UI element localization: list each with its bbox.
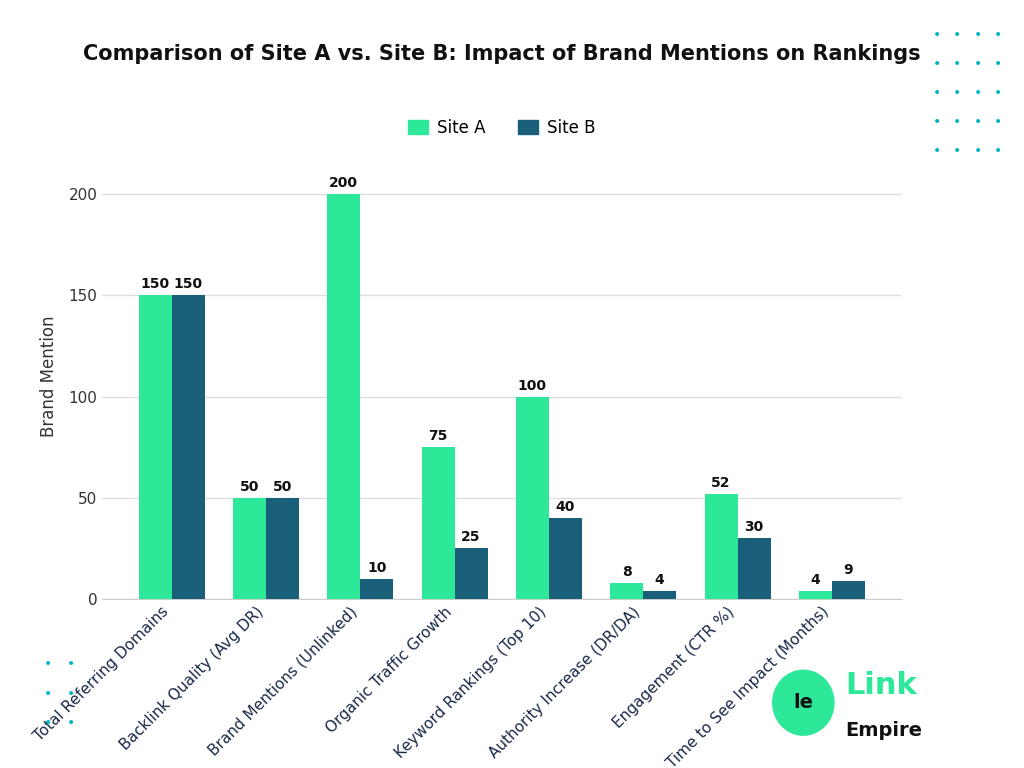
Bar bbox=[233, 498, 266, 599]
Text: •: • bbox=[933, 144, 941, 158]
Text: •: • bbox=[44, 657, 52, 671]
Text: •: • bbox=[953, 57, 962, 71]
Text: 50: 50 bbox=[272, 480, 292, 494]
Bar bbox=[455, 548, 487, 599]
Text: 4: 4 bbox=[810, 573, 820, 587]
Text: •: • bbox=[994, 28, 1002, 41]
Bar bbox=[549, 518, 582, 599]
Bar bbox=[610, 583, 643, 599]
Text: 9: 9 bbox=[844, 563, 853, 577]
Y-axis label: Brand Mention: Brand Mention bbox=[40, 316, 57, 437]
Bar bbox=[737, 538, 770, 599]
Text: 40: 40 bbox=[556, 500, 575, 514]
Text: •: • bbox=[994, 115, 1002, 129]
Text: 52: 52 bbox=[712, 475, 731, 490]
Circle shape bbox=[773, 670, 834, 735]
Text: •: • bbox=[933, 86, 941, 100]
Text: •: • bbox=[67, 687, 75, 700]
Text: le: le bbox=[794, 694, 813, 712]
Text: •: • bbox=[994, 144, 1002, 158]
Bar bbox=[328, 194, 360, 599]
Text: 150: 150 bbox=[174, 277, 203, 291]
Bar bbox=[422, 447, 455, 599]
Text: Comparison of Site A vs. Site B: Impact of Brand Mentions on Rankings: Comparison of Site A vs. Site B: Impact … bbox=[83, 44, 921, 64]
Bar bbox=[172, 296, 205, 599]
Bar bbox=[831, 581, 865, 599]
Text: •: • bbox=[933, 28, 941, 41]
Text: •: • bbox=[44, 716, 52, 730]
Bar bbox=[799, 591, 831, 599]
Text: 4: 4 bbox=[654, 573, 665, 587]
Text: 10: 10 bbox=[368, 561, 386, 574]
Legend: Site A, Site B: Site A, Site B bbox=[401, 112, 602, 144]
Text: •: • bbox=[974, 28, 982, 41]
Bar bbox=[516, 396, 549, 599]
Text: 8: 8 bbox=[622, 564, 632, 579]
Text: •: • bbox=[67, 716, 75, 730]
Text: •: • bbox=[974, 115, 982, 129]
Text: •: • bbox=[994, 86, 1002, 100]
Bar bbox=[266, 498, 299, 599]
Text: •: • bbox=[953, 115, 962, 129]
Bar bbox=[705, 494, 737, 599]
Bar bbox=[138, 296, 172, 599]
Text: 75: 75 bbox=[428, 429, 447, 443]
Text: Link: Link bbox=[846, 670, 918, 700]
Text: •: • bbox=[953, 86, 962, 100]
Text: •: • bbox=[44, 687, 52, 700]
Text: 200: 200 bbox=[330, 176, 358, 190]
Text: 30: 30 bbox=[744, 520, 764, 535]
Text: •: • bbox=[974, 57, 982, 71]
Text: 50: 50 bbox=[240, 480, 259, 494]
Text: •: • bbox=[67, 657, 75, 671]
Text: •: • bbox=[994, 57, 1002, 71]
Text: •: • bbox=[974, 86, 982, 100]
Bar bbox=[643, 591, 676, 599]
Text: •: • bbox=[974, 144, 982, 158]
Text: Empire: Empire bbox=[846, 720, 923, 740]
Text: •: • bbox=[933, 115, 941, 129]
Text: 100: 100 bbox=[518, 379, 547, 392]
Text: •: • bbox=[953, 28, 962, 41]
Text: •: • bbox=[953, 144, 962, 158]
Bar bbox=[360, 579, 393, 599]
Text: 25: 25 bbox=[462, 531, 481, 545]
Text: 150: 150 bbox=[140, 277, 170, 291]
Text: •: • bbox=[933, 57, 941, 71]
